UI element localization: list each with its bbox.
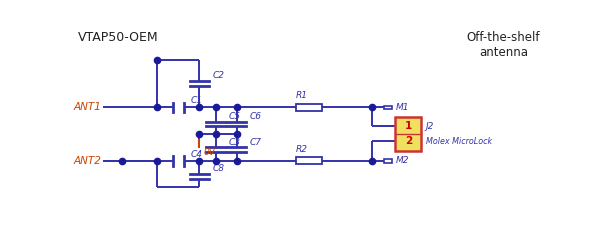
Text: VTAP50-OEM: VTAP50-OEM xyxy=(78,31,159,44)
Text: C6: C6 xyxy=(250,112,262,121)
Text: R2: R2 xyxy=(296,145,308,154)
Text: M1: M1 xyxy=(396,103,409,112)
Bar xyxy=(296,104,322,111)
Text: ANT1: ANT1 xyxy=(73,102,101,112)
Text: C7: C7 xyxy=(250,138,262,146)
Text: Off-the-shelf
antenna: Off-the-shelf antenna xyxy=(467,31,540,59)
Text: C1: C1 xyxy=(191,96,203,106)
Text: C5: C5 xyxy=(229,112,241,121)
Bar xyxy=(384,106,392,109)
Text: 1: 1 xyxy=(405,121,412,131)
Bar xyxy=(396,117,421,151)
Bar xyxy=(384,159,392,162)
Text: C2: C2 xyxy=(212,72,224,80)
Text: C4: C4 xyxy=(191,150,203,159)
Text: C8: C8 xyxy=(212,164,224,173)
Text: C3: C3 xyxy=(229,138,241,146)
Text: M2: M2 xyxy=(396,156,409,165)
Text: ANT2: ANT2 xyxy=(73,156,101,166)
Text: 2: 2 xyxy=(405,136,412,146)
Text: Molex MicroLock: Molex MicroLock xyxy=(426,137,492,146)
Bar xyxy=(296,157,322,164)
Text: J2: J2 xyxy=(426,122,434,131)
Text: 0V: 0V xyxy=(204,148,216,157)
Text: R1: R1 xyxy=(296,91,308,100)
